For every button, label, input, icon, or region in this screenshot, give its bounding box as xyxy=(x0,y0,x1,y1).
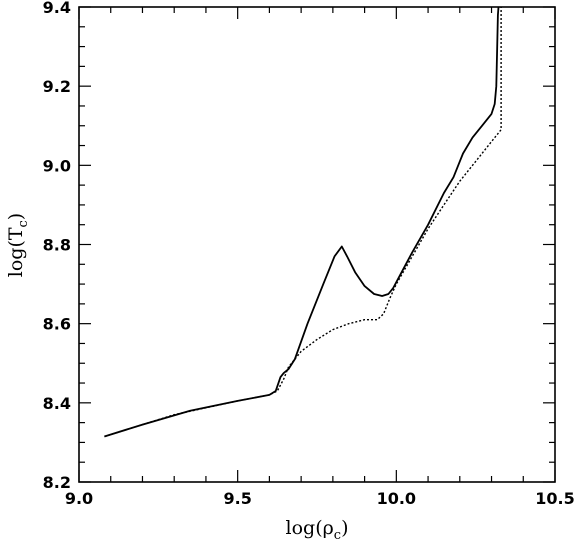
y-tick-label: 9.4 xyxy=(43,0,71,17)
series-solid-line xyxy=(104,6,500,438)
x-tick-label: 9.5 xyxy=(223,489,251,508)
plot-frame xyxy=(78,6,556,483)
x-axis-label: log(ρc) xyxy=(286,517,349,543)
series-dotted-line xyxy=(104,7,502,438)
series-layer xyxy=(104,6,502,438)
x-tick-label: 9.0 xyxy=(65,489,93,508)
y-tick-label: 8.4 xyxy=(43,394,71,413)
y-tick-label: 9.2 xyxy=(43,77,71,96)
y-tick-label: 8.2 xyxy=(43,473,71,492)
y-tick-label: 9.0 xyxy=(43,156,71,175)
y-axis-label: log(Tc) xyxy=(5,213,31,277)
x-tick-label: 10.0 xyxy=(377,489,416,508)
y-tick-label: 8.6 xyxy=(43,315,71,334)
tick-labels: 9.0 9.5 10.0 10.5 8.2 8.4 8.6 8.8 9.0 9.2 9.4 xyxy=(43,0,575,508)
x-tick-label: 10.5 xyxy=(535,489,574,508)
axis-ticks xyxy=(78,6,556,483)
y-tick-label: 8.8 xyxy=(43,236,71,255)
